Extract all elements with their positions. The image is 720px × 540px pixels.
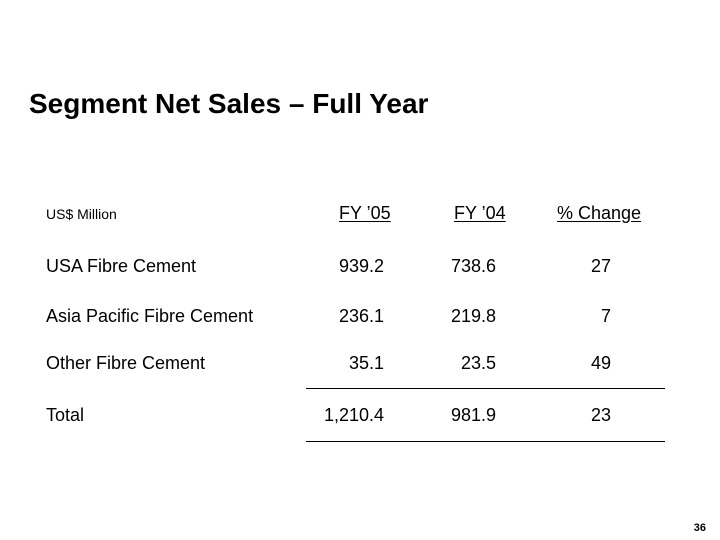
total-top-rule — [306, 388, 665, 389]
row-label: Asia Pacific Fibre Cement — [46, 306, 254, 326]
row-fy04-value: 981.9 — [450, 405, 496, 425]
row-label: USA Fibre Cement — [46, 256, 197, 276]
row-fy04-value: 23.5 — [460, 353, 496, 373]
row-fy05-value: 1,210.4 — [323, 405, 384, 425]
header-fy04: FY ’04 — [454, 203, 506, 223]
row-change-value: 23 — [590, 405, 611, 425]
row-fy04-value: 219.8 — [450, 306, 496, 326]
row-label: Total — [46, 405, 85, 425]
row-label: Other Fibre Cement — [46, 353, 206, 373]
page-number: 36 — [693, 522, 706, 534]
row-fy04-value: 738.6 — [450, 256, 496, 276]
row-change-value: 49 — [590, 353, 611, 373]
header-change: % Change — [557, 203, 642, 223]
header-fy05: FY ’05 — [339, 203, 391, 223]
total-bottom-rule — [306, 441, 665, 442]
row-fy05-value: 35.1 — [348, 353, 384, 373]
row-change-value: 27 — [590, 256, 611, 276]
row-fy05-value: 236.1 — [338, 306, 384, 326]
slide-title: Segment Net Sales – Full Year — [29, 88, 429, 119]
row-fy05-value: 939.2 — [338, 256, 384, 276]
row-change-value: 7 — [600, 306, 611, 326]
units-label: US$ Million — [46, 206, 117, 222]
